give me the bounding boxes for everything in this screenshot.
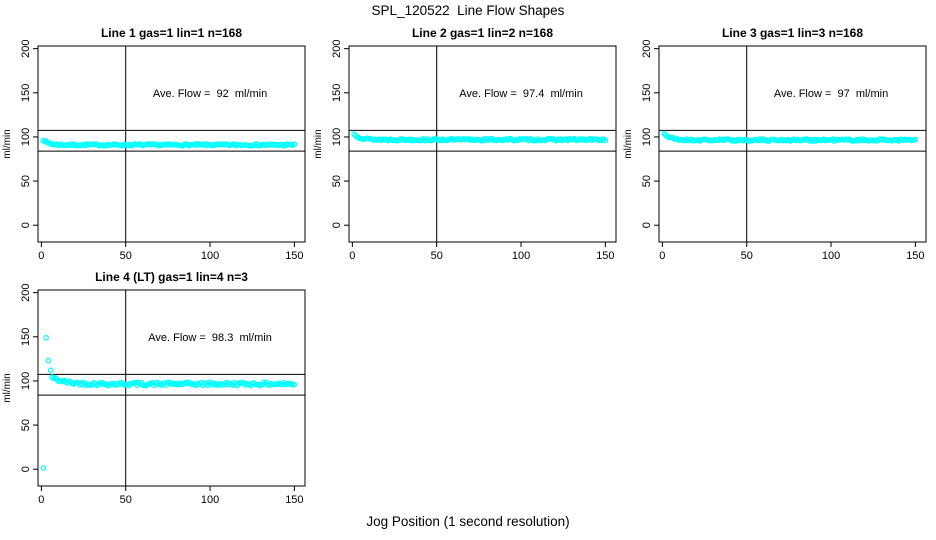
ave-flow-annotation: Ave. Flow = 97.4 ml/min [459, 88, 583, 100]
y-tick-label: 50 [20, 419, 32, 431]
y-tick-label: 200 [331, 39, 343, 57]
x-tick-label: 150 [596, 250, 614, 262]
panel-2: 0 50 100 150 0 50 100 150 200 ml/min Line 2 gas=1 … [313, 26, 617, 262]
x-tick-label: 50 [120, 250, 132, 262]
x-tick-label: 150 [906, 250, 924, 262]
y-axis-title: ml/min [2, 373, 13, 402]
y-tick-label: 0 [331, 222, 343, 228]
panel-title: Line 3 gas=1 lin=3 n=168 [722, 26, 863, 40]
x-tick-label: 50 [120, 494, 132, 506]
x-tick-label: 0 [659, 250, 665, 262]
figure-title: SPL_120522 Line Flow Shapes [371, 3, 565, 18]
x-tick-label: 0 [349, 250, 355, 262]
x-axis-title: Jog Position (1 second resolution) [366, 514, 570, 529]
y-axis-title: ml/min [623, 129, 634, 158]
y-tick-label: 100 [20, 372, 32, 390]
x-tick-label: 0 [38, 250, 44, 262]
data-point [132, 379, 139, 386]
data-points [40, 334, 298, 471]
y-tick-label: 150 [641, 84, 653, 102]
y-axis-title: ml/min [313, 129, 324, 158]
y-tick-label: 200 [20, 39, 32, 57]
y-tick-label: 50 [20, 175, 32, 187]
y-tick-label: 0 [641, 222, 653, 228]
y-tick-label: 0 [20, 466, 32, 472]
data-points [661, 130, 919, 144]
y-tick-label: 50 [641, 175, 653, 187]
x-tick-label: 50 [431, 250, 443, 262]
y-tick-label: 200 [20, 283, 32, 301]
x-tick-label: 50 [741, 250, 753, 262]
plot-box [658, 45, 927, 243]
data-points [351, 131, 609, 144]
y-axis-title: ml/min [2, 129, 13, 158]
x-tick-label: 100 [201, 250, 219, 262]
y-tick-label: 100 [641, 128, 653, 146]
y-tick-label: 150 [20, 84, 32, 102]
x-tick-label: 150 [285, 494, 303, 506]
panel-1: 0 50 100 150 0 50 100 150 200 ml/min Line 1 gas=1 … [2, 26, 306, 262]
y-tick-label: 150 [331, 84, 343, 102]
plot-box [37, 289, 306, 487]
outlier-point [43, 334, 49, 341]
data-points [40, 137, 298, 149]
y-tick-label: 50 [331, 175, 343, 187]
x-tick-label: 100 [201, 494, 219, 506]
data-point [602, 137, 609, 144]
y-tick-label: 100 [20, 128, 32, 146]
panel-title: Line 4 (LT) gas=1 lin=4 n=3 [95, 270, 248, 284]
x-tick-label: 100 [822, 250, 840, 262]
panel-3: 0 50 100 150 0 50 100 150 200 ml/min Line 3 gas=1 … [623, 26, 927, 262]
ave-flow-annotation: Ave. Flow = 92 ml/min [153, 88, 267, 100]
plot-box [37, 45, 306, 243]
panel-title: Line 2 gas=1 lin=2 n=168 [412, 26, 553, 40]
outlier-point [47, 367, 54, 374]
x-tick-label: 0 [38, 494, 44, 506]
outlier-point [40, 465, 47, 471]
data-point [291, 381, 298, 388]
panel-4: 0 50 100 150 0 50 100 150 200 ml/min Line 4 (LT) g… [2, 270, 306, 506]
y-tick-label: 100 [331, 128, 343, 146]
outlier-point [45, 357, 52, 364]
ave-flow-annotation: Ave. Flow = 97 ml/min [774, 88, 888, 100]
data-point [291, 141, 298, 147]
y-tick-label: 150 [20, 328, 32, 346]
y-tick-label: 0 [20, 222, 32, 228]
x-tick-label: 150 [285, 250, 303, 262]
plot-box [348, 45, 617, 243]
ave-flow-annotation: Ave. Flow = 98.3 ml/min [148, 332, 272, 344]
y-tick-label: 200 [641, 39, 653, 57]
panel-title: Line 1 gas=1 lin=1 n=168 [101, 26, 242, 40]
x-tick-label: 100 [512, 250, 530, 262]
data-point [912, 136, 919, 143]
